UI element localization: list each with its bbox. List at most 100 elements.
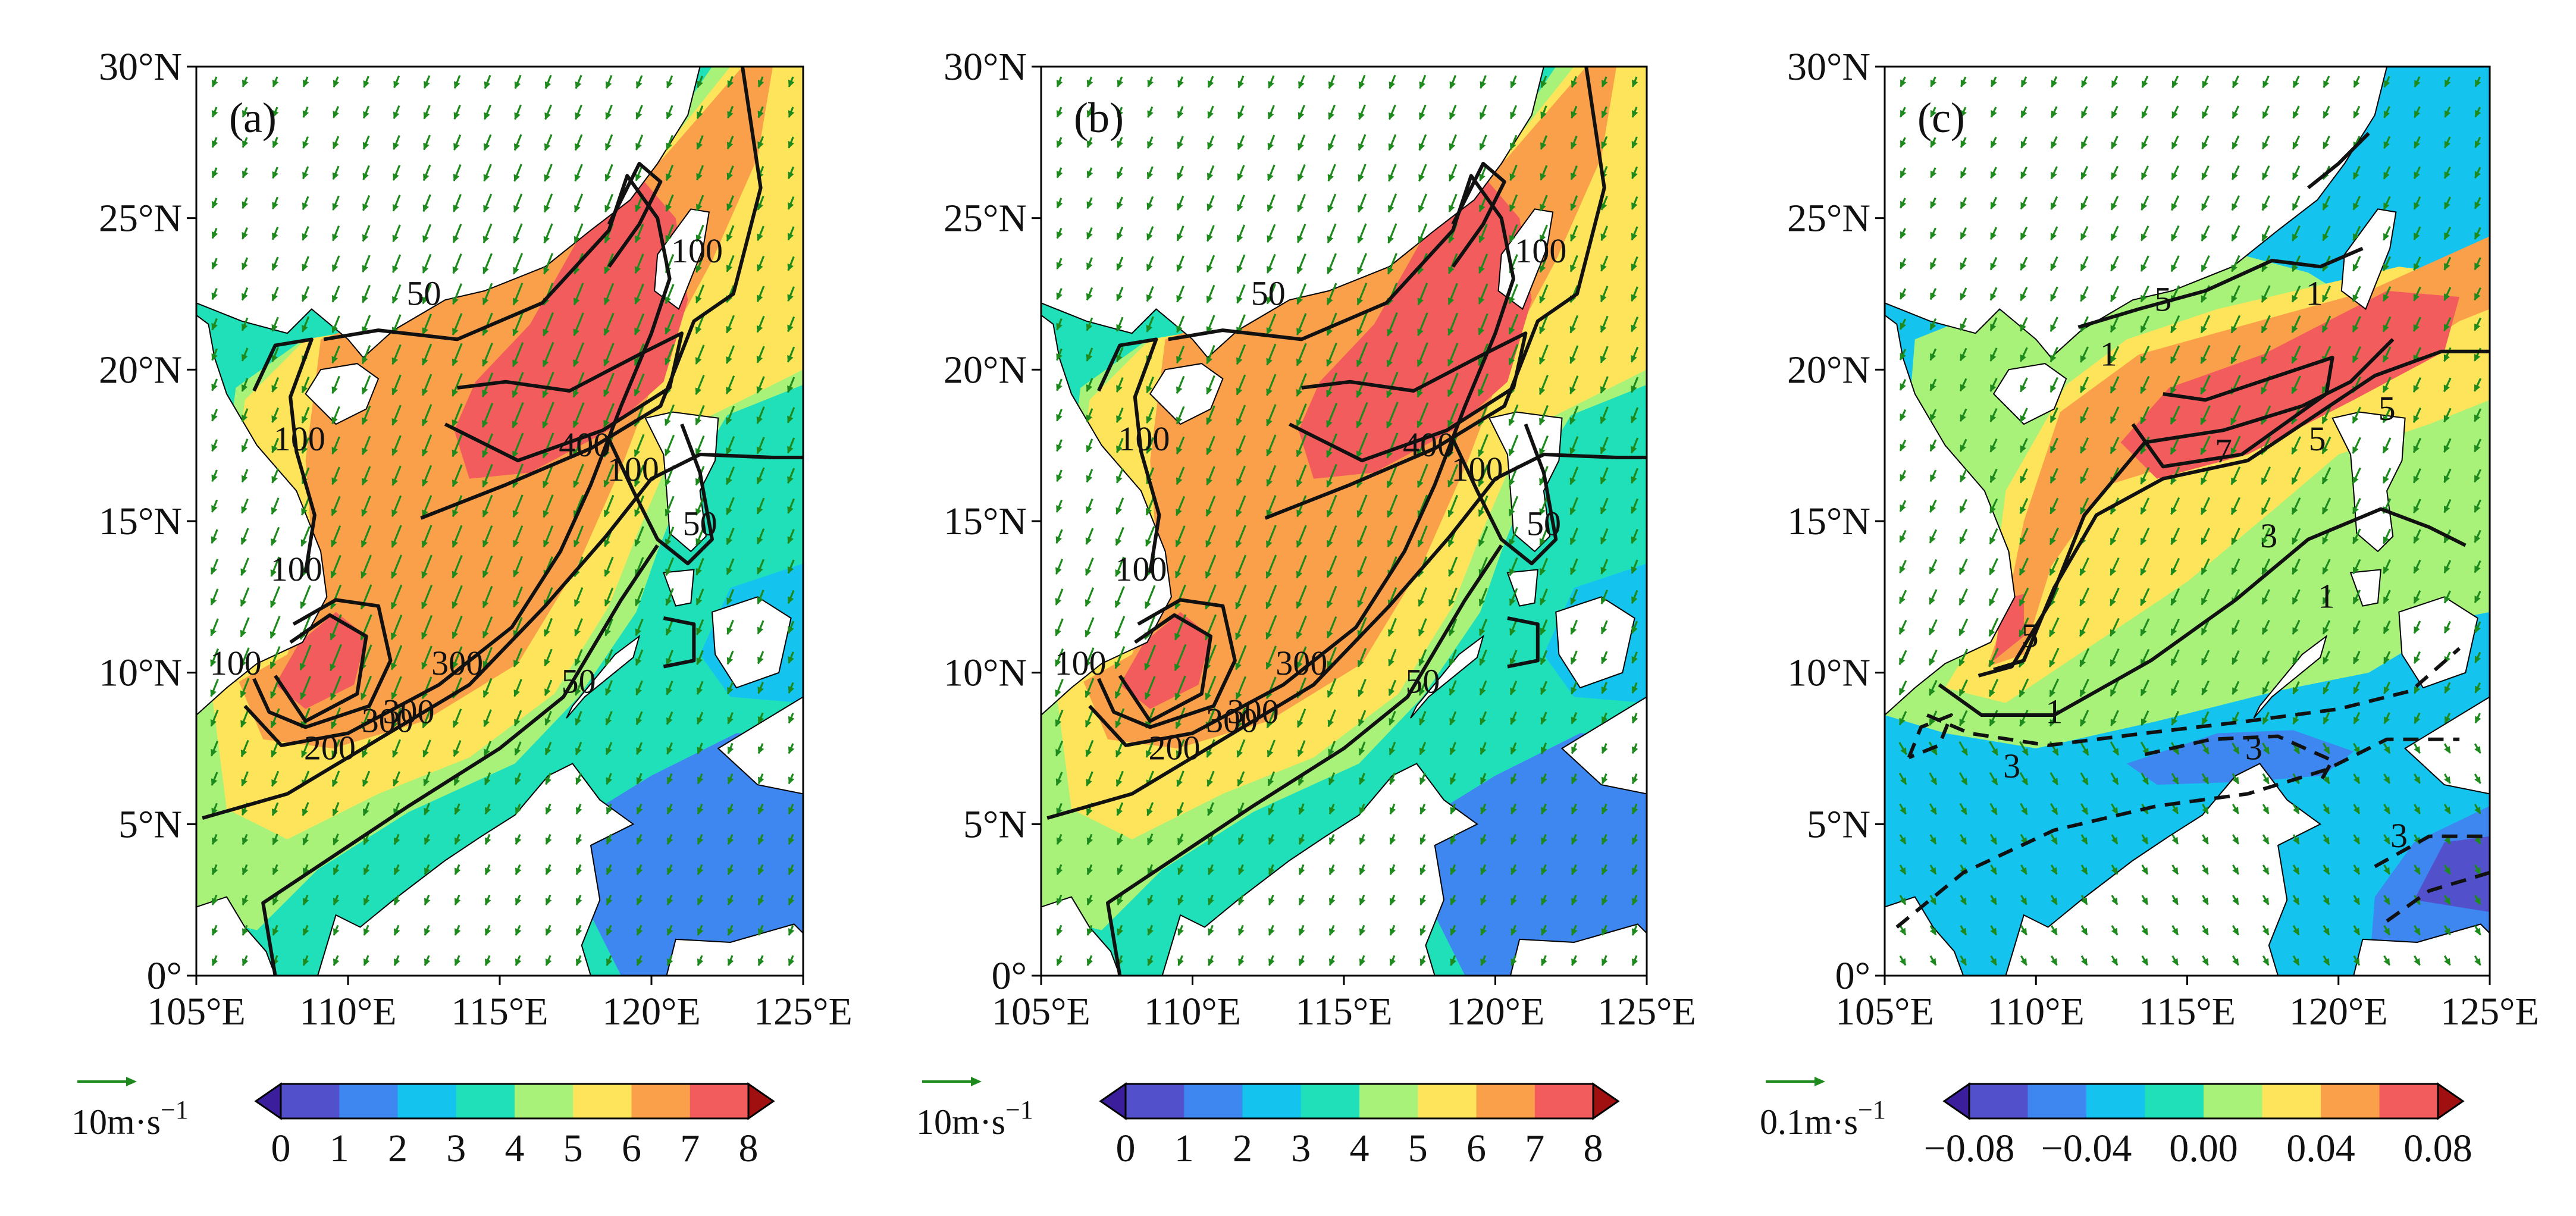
wind-arrow-head xyxy=(666,837,673,845)
wind-arrow-head xyxy=(666,142,672,151)
wind-arrow-head xyxy=(1900,109,1907,118)
wind-arrow-head xyxy=(1540,747,1547,755)
wind-arrow-head xyxy=(2080,233,2087,241)
contour-label: 400 xyxy=(559,425,610,464)
wind-arrow-head xyxy=(2201,356,2207,365)
wind-arrow-head xyxy=(1631,263,1638,271)
wind-arrow-head xyxy=(424,958,431,966)
wind-arrow-head xyxy=(210,689,217,697)
wind-arrow-head xyxy=(1449,688,1456,696)
wind-arrow-head xyxy=(2232,806,2239,814)
wind-arrow-head xyxy=(544,174,550,182)
wind-arrow-head xyxy=(2383,264,2390,271)
wind-arrow-head xyxy=(1296,328,1303,336)
wind-arrow-head xyxy=(1056,898,1063,906)
wind-arrow-head xyxy=(211,505,218,513)
wind-arrow-head xyxy=(604,297,610,305)
wind-arrow-head xyxy=(2262,142,2269,150)
wind-arrow-head xyxy=(513,660,520,667)
wind-arrow-head xyxy=(1450,807,1456,815)
wind-arrow-head xyxy=(2201,264,2208,272)
contour-line xyxy=(202,452,803,820)
wind-arrow-head xyxy=(2474,745,2481,754)
wind-arrow-head xyxy=(2383,776,2390,784)
wind-arrow-head xyxy=(2444,566,2450,573)
wind-arrow-head xyxy=(575,777,582,785)
island xyxy=(566,634,641,719)
wind-arrow-head xyxy=(1176,508,1182,516)
wind-arrow-head xyxy=(757,566,763,575)
contour-line xyxy=(2386,870,2490,923)
wind-arrow-head xyxy=(514,748,521,756)
wind-arrow-head xyxy=(1960,927,1967,936)
wind-arrow-head xyxy=(1174,692,1182,701)
wind-arrow-head xyxy=(1541,958,1547,966)
wind-arrow-head xyxy=(2383,746,2390,754)
wind-arrow-head xyxy=(2021,110,2027,118)
wind-arrow-head xyxy=(696,628,703,635)
wind-arrow-head xyxy=(757,928,764,936)
wind-arrow-head xyxy=(391,509,398,518)
wind-arrow-head xyxy=(726,627,733,635)
wind-arrow-head xyxy=(1145,692,1151,700)
colorbar-swatch xyxy=(1476,1084,1535,1118)
wind-arrow-head xyxy=(2231,264,2238,272)
contour-line xyxy=(1096,337,1161,573)
wind-arrow-head xyxy=(1117,202,1123,210)
wind-arrow-head xyxy=(242,293,248,301)
wind-arrow-head xyxy=(2262,203,2268,211)
wind-arrow-head xyxy=(1327,570,1333,578)
wind-arrow-head xyxy=(1509,657,1516,666)
wind-arrow-head xyxy=(726,657,734,665)
y-tick-label: 15°N xyxy=(1787,500,1870,543)
wind-arrow-head xyxy=(333,80,340,88)
colorbar-swatch xyxy=(2086,1084,2145,1118)
wind-arrow-head xyxy=(2262,597,2268,605)
wind-arrow-head xyxy=(211,413,218,422)
wind-arrow-head xyxy=(1297,174,1304,181)
wind-arrow-head xyxy=(211,444,218,452)
wind-arrow-head xyxy=(1328,81,1335,89)
wind-arrow-head xyxy=(1055,598,1062,606)
wind-arrow-head xyxy=(2293,867,2299,875)
wind-arrow-head xyxy=(211,292,218,300)
wind-arrow-head xyxy=(1208,958,1214,966)
wind-arrow-head xyxy=(211,200,218,209)
colorbar-swatch xyxy=(690,1084,749,1118)
contour-label: 100 xyxy=(1055,644,1107,682)
wind-arrow-head xyxy=(665,478,671,487)
wind-arrow-head xyxy=(1177,928,1184,936)
wind-arrow-head xyxy=(272,110,279,118)
y-tick-label: 15°N xyxy=(944,500,1027,543)
wind-arrow-head xyxy=(1448,205,1455,213)
wind-arrow-head xyxy=(1266,418,1273,427)
wind-arrow-head xyxy=(272,80,279,87)
wind-arrow-head xyxy=(1086,958,1093,966)
wind-arrow-head xyxy=(636,747,643,756)
wind-arrow-head xyxy=(2170,598,2177,606)
wind-arrow-head xyxy=(2051,897,2057,905)
wind-arrow-head xyxy=(788,746,795,754)
wind-arrow-head xyxy=(1419,928,1427,936)
wind-arrow-head xyxy=(2353,897,2360,905)
wind-arrow-head xyxy=(1085,568,1092,576)
wind-arrow-head xyxy=(2474,171,2481,179)
wind-arrow-head xyxy=(423,778,430,786)
wind-arrow-head xyxy=(1989,506,1996,514)
wind-arrow-head xyxy=(2081,141,2088,149)
wind-arrow-head xyxy=(1899,897,1906,905)
wind-arrow-head xyxy=(1086,779,1092,786)
wind-arrow-head xyxy=(1085,629,1092,638)
y-tick-label: 30°N xyxy=(1787,45,1870,89)
wind-arrow-head xyxy=(1539,296,1546,304)
wind-arrow-head xyxy=(270,720,277,729)
y-tick-label: 20°N xyxy=(944,348,1027,391)
wind-arrow-head xyxy=(2292,567,2299,575)
wind-arrow-head xyxy=(2322,325,2329,333)
wind-arrow-head xyxy=(1480,747,1487,756)
wind-arrow-head xyxy=(2475,109,2481,118)
wind-arrow-head xyxy=(1056,200,1063,209)
wind-arrow-head xyxy=(1991,807,1997,816)
wind-arrow-head xyxy=(2354,716,2360,725)
island xyxy=(2005,763,2322,976)
